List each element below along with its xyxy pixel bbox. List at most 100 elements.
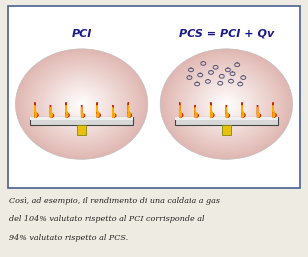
Polygon shape <box>257 107 259 117</box>
Circle shape <box>170 57 283 151</box>
Text: del 104% valutato rispetto al PCI corrisponde al: del 104% valutato rispetto al PCI corris… <box>9 215 205 223</box>
Polygon shape <box>242 105 244 117</box>
Circle shape <box>50 78 113 130</box>
Circle shape <box>60 86 103 122</box>
Circle shape <box>77 100 87 108</box>
Polygon shape <box>82 107 83 117</box>
Circle shape <box>178 64 274 144</box>
Circle shape <box>221 100 231 108</box>
Circle shape <box>57 83 107 125</box>
Circle shape <box>192 75 261 133</box>
Circle shape <box>37 67 126 141</box>
Polygon shape <box>211 103 214 117</box>
Circle shape <box>47 75 116 133</box>
Circle shape <box>160 49 293 159</box>
Circle shape <box>215 94 238 114</box>
Circle shape <box>62 87 102 121</box>
Circle shape <box>35 65 128 143</box>
Circle shape <box>213 93 240 115</box>
Circle shape <box>17 50 146 158</box>
FancyBboxPatch shape <box>77 125 86 135</box>
Circle shape <box>42 71 121 137</box>
Circle shape <box>164 52 289 157</box>
Polygon shape <box>51 105 54 117</box>
Polygon shape <box>66 105 68 117</box>
Circle shape <box>30 61 133 147</box>
Circle shape <box>68 93 95 115</box>
Polygon shape <box>226 105 229 117</box>
Polygon shape <box>113 105 116 117</box>
Circle shape <box>220 99 233 109</box>
Circle shape <box>43 72 120 136</box>
Circle shape <box>165 53 288 155</box>
Polygon shape <box>97 105 99 117</box>
Circle shape <box>187 71 266 137</box>
Circle shape <box>167 54 286 154</box>
Polygon shape <box>211 105 213 117</box>
Circle shape <box>38 68 125 140</box>
Circle shape <box>29 60 135 148</box>
Circle shape <box>22 54 141 154</box>
Circle shape <box>162 50 291 158</box>
Polygon shape <box>257 105 261 117</box>
Text: 94% valutato rispetto al PCS.: 94% valutato rispetto al PCS. <box>9 234 128 242</box>
Polygon shape <box>226 107 228 117</box>
Polygon shape <box>128 105 130 117</box>
Circle shape <box>182 67 271 141</box>
Circle shape <box>54 81 110 127</box>
Circle shape <box>173 60 279 148</box>
Circle shape <box>218 97 235 111</box>
Text: PCS = PCI + Qv: PCS = PCI + Qv <box>179 29 274 39</box>
Circle shape <box>207 87 246 121</box>
Circle shape <box>52 79 111 129</box>
Circle shape <box>188 72 265 136</box>
Circle shape <box>180 65 273 143</box>
Circle shape <box>32 63 131 145</box>
Circle shape <box>195 78 258 130</box>
Polygon shape <box>66 103 69 117</box>
Circle shape <box>185 70 268 139</box>
Circle shape <box>210 90 243 118</box>
Polygon shape <box>273 103 276 117</box>
Circle shape <box>70 94 93 114</box>
Polygon shape <box>97 103 100 117</box>
Polygon shape <box>195 105 198 117</box>
Circle shape <box>40 70 123 139</box>
Circle shape <box>201 83 251 125</box>
Circle shape <box>19 52 144 157</box>
FancyBboxPatch shape <box>30 117 133 120</box>
FancyBboxPatch shape <box>175 117 278 120</box>
Circle shape <box>20 53 143 155</box>
Polygon shape <box>82 105 85 117</box>
Circle shape <box>225 103 228 105</box>
FancyBboxPatch shape <box>175 117 278 125</box>
Circle shape <box>49 77 115 132</box>
Circle shape <box>59 85 105 123</box>
Circle shape <box>208 89 245 119</box>
Circle shape <box>75 99 88 109</box>
Circle shape <box>67 92 96 116</box>
Polygon shape <box>35 105 37 117</box>
Circle shape <box>198 81 254 127</box>
Circle shape <box>65 90 98 118</box>
Text: PCI: PCI <box>71 29 92 39</box>
Text: Così, ad esempio, il rendimento di una caldaia a gas: Così, ad esempio, il rendimento di una c… <box>9 197 220 205</box>
Circle shape <box>168 56 284 152</box>
Circle shape <box>55 82 108 126</box>
Circle shape <box>25 57 138 151</box>
Circle shape <box>72 96 91 112</box>
Circle shape <box>217 96 236 112</box>
Circle shape <box>15 49 148 159</box>
Polygon shape <box>242 103 245 117</box>
Circle shape <box>78 101 85 107</box>
Circle shape <box>212 92 241 116</box>
Polygon shape <box>113 107 115 117</box>
Circle shape <box>27 59 136 150</box>
Circle shape <box>172 59 281 150</box>
Circle shape <box>24 56 140 152</box>
Circle shape <box>190 74 263 134</box>
Circle shape <box>197 79 256 129</box>
Polygon shape <box>35 103 38 117</box>
Polygon shape <box>195 107 197 117</box>
Circle shape <box>177 63 276 145</box>
